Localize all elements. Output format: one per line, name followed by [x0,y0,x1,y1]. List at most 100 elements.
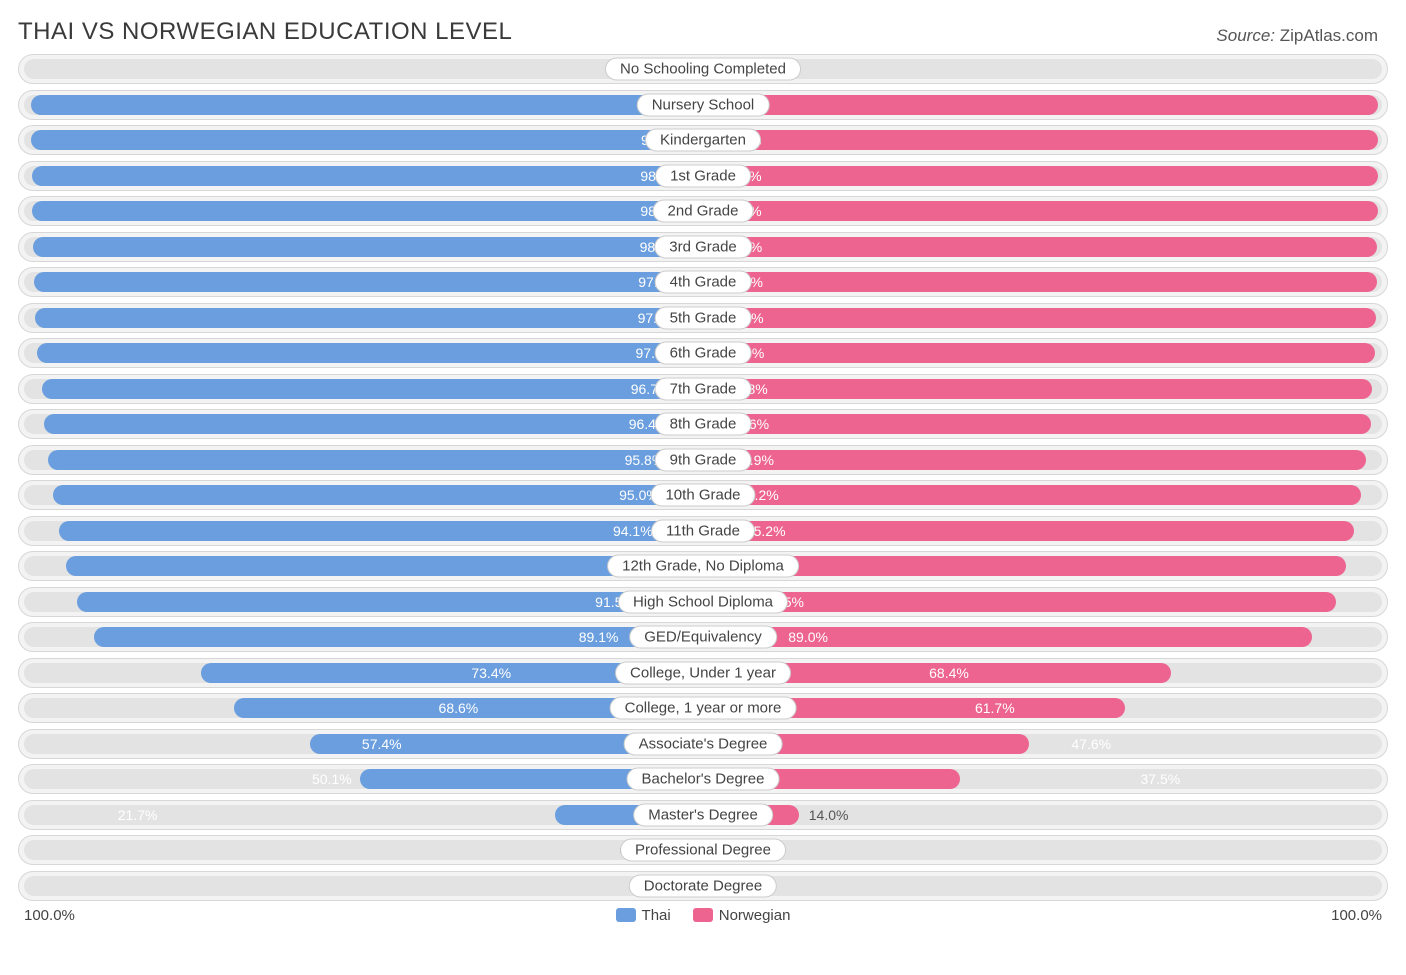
bar-norwegian: 1.8% [703,872,1387,900]
bar-norwegian: 68.4% [703,659,1387,687]
chart-row: 98.0%98.6%3rd Grade [18,232,1388,262]
category-label: High School Diploma [618,590,788,613]
bar-norwegian: 98.7% [703,197,1387,225]
bar-norwegian: 98.7% [703,162,1387,190]
chart-row: 95.0%96.2%10th Grade [18,480,1388,510]
category-label: 4th Grade [655,271,752,294]
axis-max-right: 100.0% [1331,907,1382,924]
bar-thai: 98.2% [19,126,703,154]
swatch-norwegian [693,908,713,922]
chart-row: 50.1% 37.5% Bachelor's Degree [18,764,1388,794]
bar-thai: 97.8% [19,268,703,296]
bar-thai: 73.4% [19,659,703,687]
category-label: No Schooling Completed [605,58,801,81]
bar-thai: 98.1% [19,162,703,190]
legend-label-thai: Thai [642,907,671,924]
bar-thai: 91.5% [19,588,703,616]
chart-header: THAI VS NORWEGIAN EDUCATION LEVEL Source… [0,0,1406,54]
chart-row: 96.7%97.8%7th Grade [18,374,1388,404]
chart-row: 1.8%1.3%No Schooling Completed [18,54,1388,84]
chart-row: 68.6% 61.7% College, 1 year or more [18,693,1388,723]
category-label: 9th Grade [655,448,752,471]
bar-thai: 97.7% [19,304,703,332]
category-label: 3rd Grade [654,235,752,258]
chart-row: 97.7%98.4%5th Grade [18,303,1388,333]
source-label: Source: [1216,26,1275,45]
chart-row: 98.2%98.7%Nursery School [18,90,1388,120]
value-thai: 89.1% [569,623,629,651]
bar-thai: 95.8% [19,446,703,474]
diverging-bar-chart: 1.8%1.3%No Schooling Completed98.2%98.7%… [0,54,1406,901]
category-label: 11th Grade [651,519,755,542]
bar-norwegian: 98.7% [703,91,1387,119]
swatch-thai [616,908,636,922]
category-label: Nursery School [637,93,770,116]
bar-thai: 21.7% [19,801,703,829]
bar-thai: 98.2% [19,91,703,119]
value-thai: 68.6% [429,694,489,722]
bar-norwegian: 97.8% [703,375,1387,403]
chart-row: 96.4%97.6%8th Grade [18,409,1388,439]
bar-thai: 1.8% [19,55,703,83]
value-norwegian: 47.6% [1061,730,1121,758]
category-label: Kindergarten [645,129,761,152]
bar-thai: 94.1% [19,517,703,545]
bar-thai: 68.6% [19,694,703,722]
chart-title: THAI VS NORWEGIAN EDUCATION LEVEL [18,18,512,46]
category-label: Associate's Degree [624,732,783,755]
bar-thai: 96.4% [19,410,703,438]
category-label: Bachelor's Degree [627,768,780,791]
value-thai: 57.4% [352,730,412,758]
value-thai: 73.4% [461,659,521,687]
bar-thai: 97.4% [19,339,703,367]
chart-row: 97.8%98.5%4th Grade [18,267,1388,297]
chart-row: 73.4% 68.4%College, Under 1 year [18,658,1388,688]
value-norwegian: 37.5% [1131,765,1191,793]
category-label: 1st Grade [655,164,751,187]
bar-norwegian: 96.9% [703,446,1387,474]
bar-thai: 95.0% [19,481,703,509]
category-label: 7th Grade [655,377,752,400]
bar-norwegian: 47.6% [703,730,1387,758]
bar-norwegian: 98.5% [703,268,1387,296]
chart-row: 6.1%4.2%Professional Degree [18,835,1388,865]
bar-thai: 93.2% [19,552,703,580]
bar-thai: 50.1% [19,765,703,793]
chart-row: 21.7% 14.0% Master's Degree [18,800,1388,830]
value-thai: 50.1% [302,765,362,793]
chart-row: 94.1%95.2%11th Grade [18,516,1388,546]
category-label: 6th Grade [655,342,752,365]
value-norwegian: 61.7% [965,694,1025,722]
bar-norwegian: 1.3% [703,55,1387,83]
bar-norwegian: 98.7% [703,126,1387,154]
source-attribution: Source: ZipAtlas.com [1216,26,1378,46]
legend-item-thai: Thai [616,907,671,924]
bar-norwegian: 61.7% [703,694,1387,722]
bar-norwegian: 94.0% [703,552,1387,580]
bar-norwegian: 98.6% [703,233,1387,261]
chart-row: 93.2%94.0%12th Grade, No Diploma [18,551,1388,581]
category-label: 2nd Grade [653,200,754,223]
bar-thai: 96.7% [19,375,703,403]
bar-thai: 57.4% [19,730,703,758]
chart-row: 97.4%98.3%6th Grade [18,338,1388,368]
bar-norwegian: 14.0% [703,801,1387,829]
legend-item-norwegian: Norwegian [693,907,791,924]
category-label: College, Under 1 year [615,661,791,684]
bar-thai: 98.0% [19,233,703,261]
value-norwegian: 14.0% [799,801,859,829]
bar-norwegian: 37.5% [703,765,1387,793]
chart-row: 98.1%98.7%2nd Grade [18,196,1388,226]
category-label: 10th Grade [650,484,755,507]
value-norwegian: 89.0% [778,623,838,651]
bar-thai: 6.1% [19,836,703,864]
bar-norwegian: 96.2% [703,481,1387,509]
chart-row: 98.1%98.7%1st Grade [18,161,1388,191]
category-label: Master's Degree [633,803,773,826]
bar-thai: 2.8% [19,872,703,900]
category-label: GED/Equivalency [629,626,777,649]
legend: 100.0% Thai Norwegian 100.0% [0,907,1406,924]
category-label: College, 1 year or more [610,697,797,720]
chart-row: 2.8%1.8%Doctorate Degree [18,871,1388,901]
legend-label-norwegian: Norwegian [719,907,791,924]
